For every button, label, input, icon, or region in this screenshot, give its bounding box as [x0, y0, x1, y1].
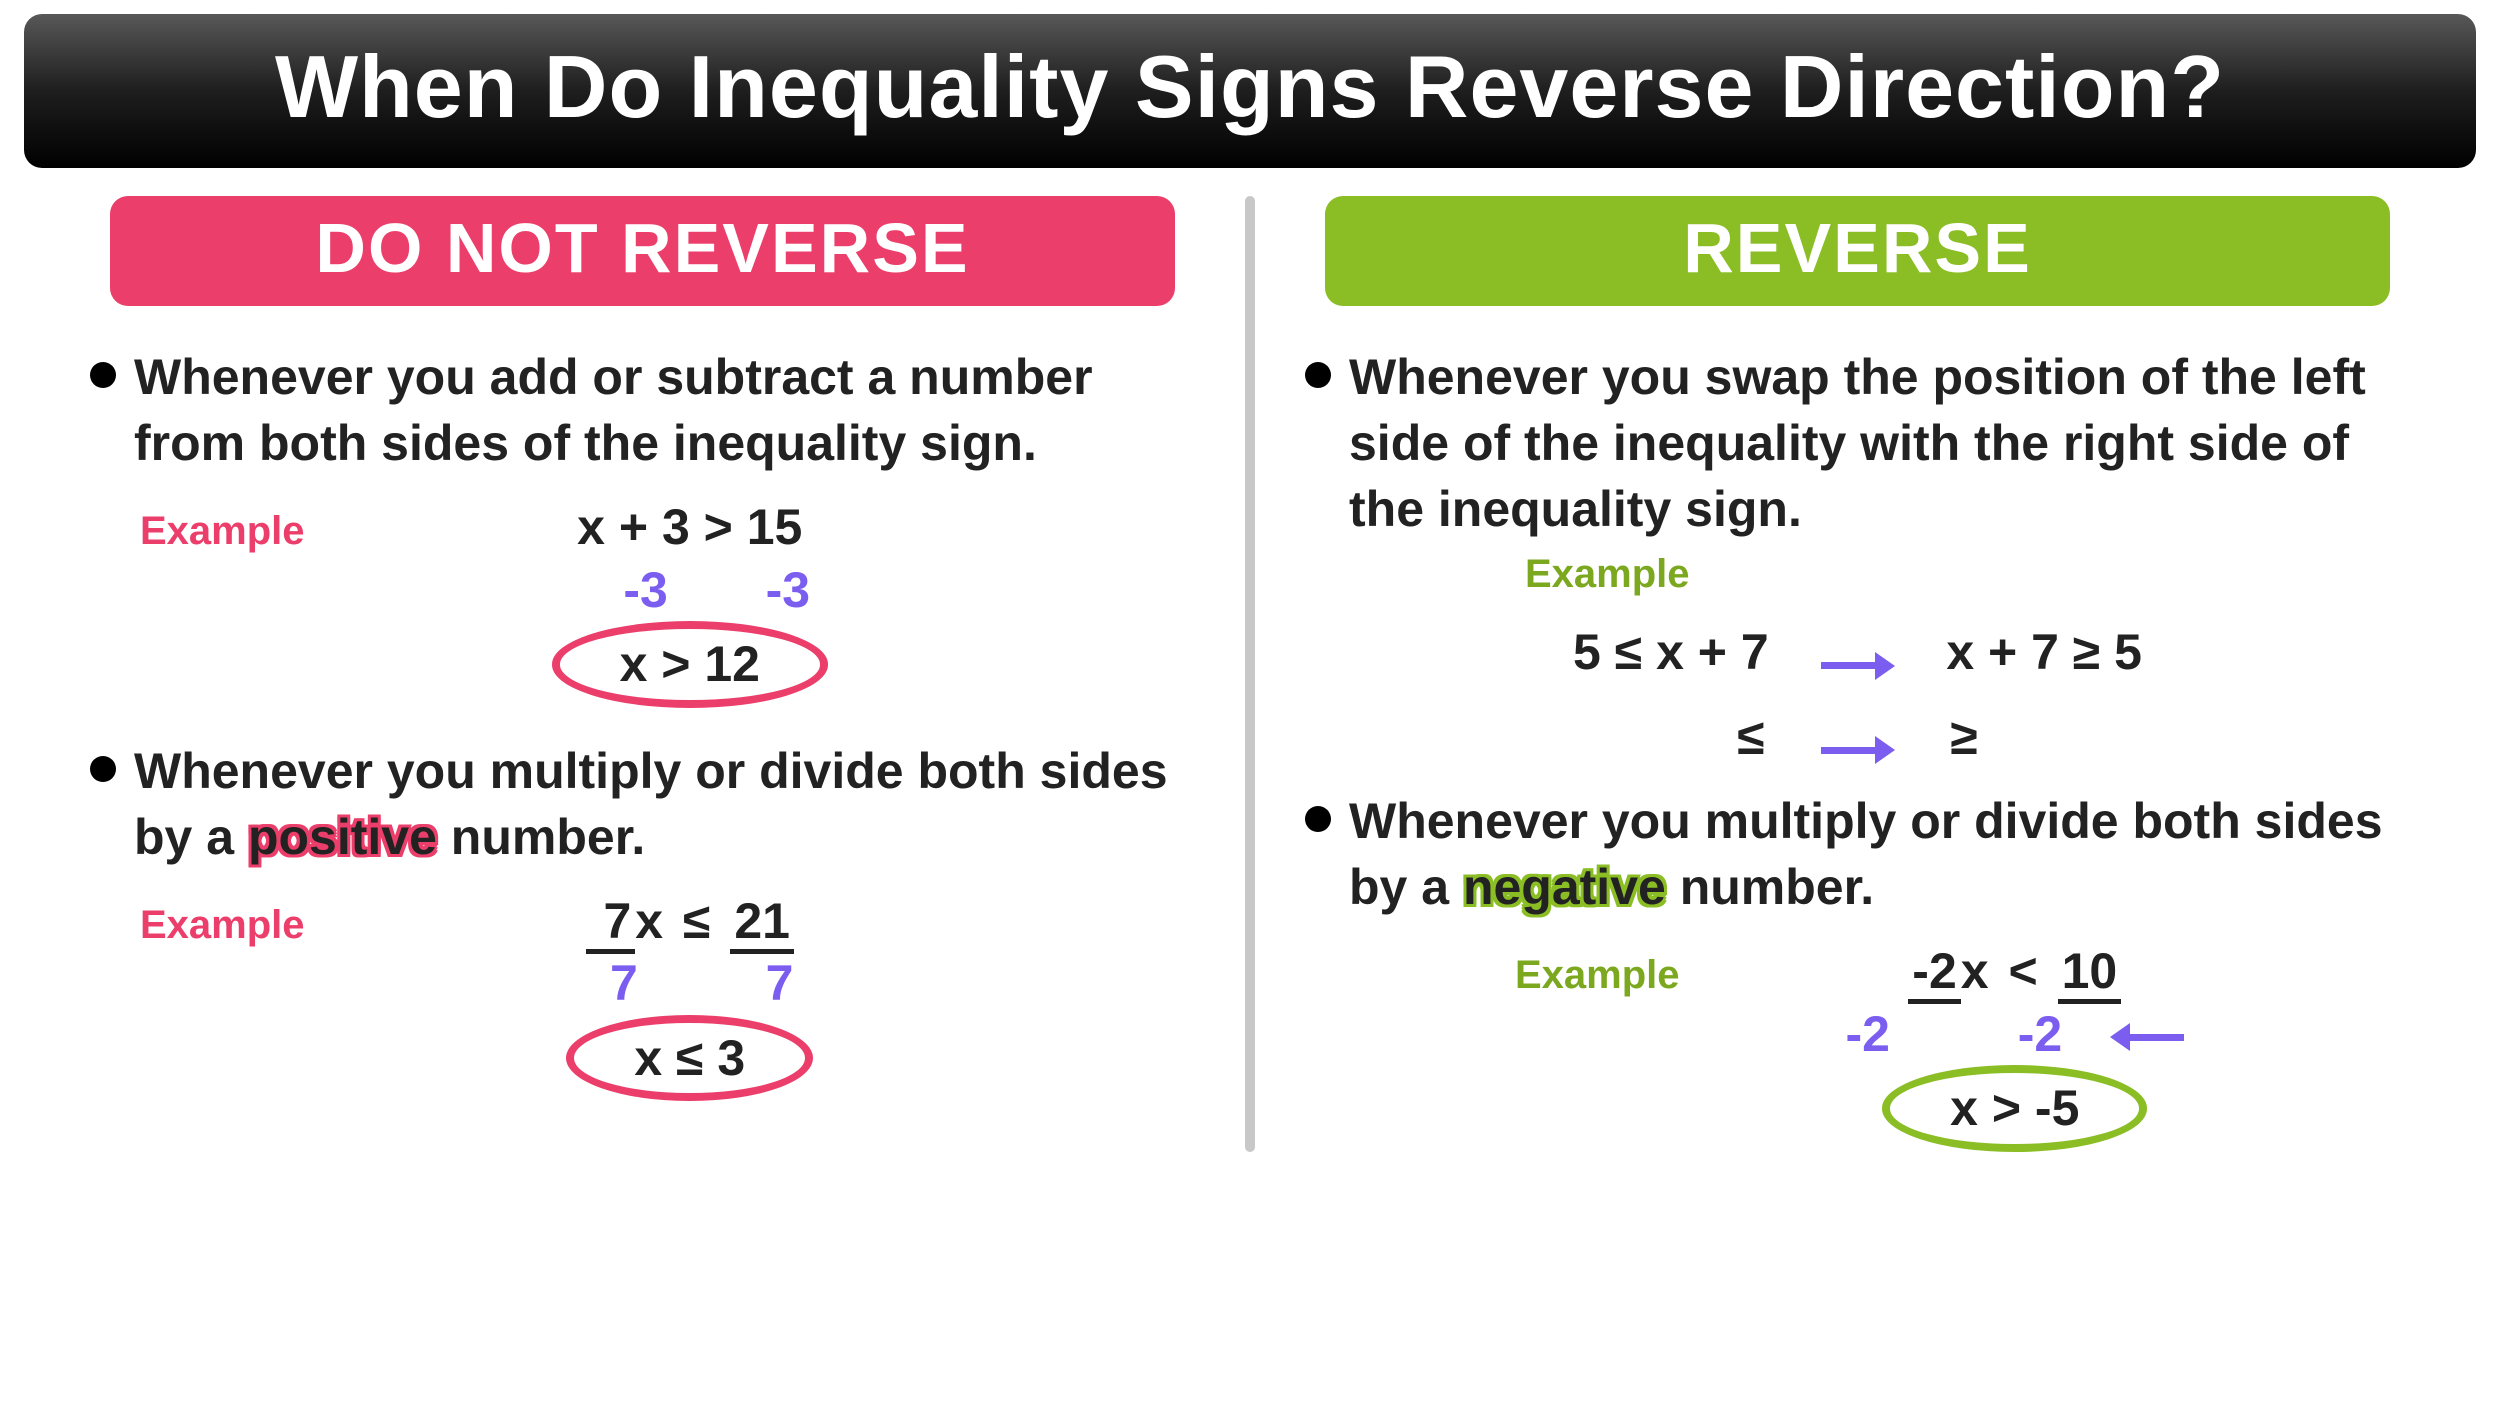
right-bullet-2: Whenever you multiply or divide both sid… [1305, 788, 2410, 920]
highlight-word: negative [1463, 859, 1666, 915]
eq-fraction-row: 7x ≤ 21 [305, 890, 1075, 953]
step-a: -3 [623, 562, 667, 618]
bullet-icon [1305, 362, 1331, 388]
eq-right: x + 7 ≥ 5 [1946, 624, 2142, 680]
eq-denom-row: 7 7 [305, 952, 1075, 1015]
frac-b: 21 [730, 893, 794, 954]
column-divider [1245, 196, 1255, 1152]
eq-result: x > -5 [1950, 1080, 2079, 1136]
do-not-reverse-pill: DO NOT REVERSE [110, 196, 1175, 306]
frac-a: 7 [586, 893, 636, 954]
swap-row: 5 ≤ x + 7 x + 7 ≥ 5 [1305, 621, 2410, 684]
right-column: REVERSE Whenever you swap the position o… [1265, 196, 2450, 1152]
den-b: -2 [2018, 1006, 2062, 1062]
circle-highlight: x ≤ 3 [566, 1015, 813, 1102]
eq-denom-row: -2 -2 [1680, 1003, 2350, 1066]
frac-a: -2 [1908, 943, 1960, 1004]
content-columns: DO NOT REVERSE Whenever you add or subtr… [0, 196, 2500, 1152]
left-bullet-1: Whenever you add or subtract a number fr… [90, 344, 1195, 476]
txt: number. [437, 809, 645, 865]
eq-result: x ≤ 3 [634, 1030, 745, 1086]
bullet-icon [90, 756, 116, 782]
txt: x [1961, 943, 1989, 999]
reverse-pill: REVERSE [1325, 196, 2390, 306]
highlight-word: positive [248, 809, 437, 865]
bullet-text: Whenever you swap the position of the le… [1349, 344, 2410, 542]
sign-to: ≥ [1950, 709, 1977, 765]
bullet-text: Whenever you multiply or divide both sid… [1349, 788, 2410, 920]
right-bullet-1: Whenever you swap the position of the le… [1305, 344, 2410, 542]
den-b: 7 [766, 955, 794, 1011]
bullet-text: Whenever you add or subtract a number fr… [134, 344, 1195, 476]
eq-fraction-row: -2x < 10 [1680, 940, 2350, 1003]
frac-b: 10 [2058, 943, 2122, 1004]
eq-step: -3 -3 [305, 559, 1075, 622]
eq-result: x > 12 [620, 636, 760, 692]
eq-result-wrap: x ≤ 3 [305, 1015, 1075, 1102]
bullet-text: Whenever you multiply or divide both sid… [134, 738, 1195, 870]
left-bullet-2: Whenever you multiply or divide both sid… [90, 738, 1195, 870]
bullet-icon [90, 362, 116, 388]
txt: x [635, 893, 663, 949]
example-label: Example [1515, 953, 1680, 998]
step-b: -3 [766, 562, 810, 618]
sign-from: ≤ [1737, 709, 1764, 765]
eq-result-wrap: x > 12 [305, 621, 1075, 708]
example-label: Example [1525, 552, 1690, 597]
sign-swap-row: ≤ ≥ [1305, 706, 2410, 769]
sign: < [2008, 943, 2037, 999]
den-a: 7 [610, 955, 638, 1011]
left-column: DO NOT REVERSE Whenever you add or subtr… [50, 196, 1235, 1152]
example-label: Example [140, 903, 305, 948]
bullet-icon [1305, 806, 1331, 832]
arrow-left-icon [2110, 1023, 2184, 1051]
arrow-right-icon [1821, 736, 1895, 764]
circle-highlight: x > -5 [1882, 1065, 2147, 1152]
circle-highlight: x > 12 [552, 621, 828, 708]
example-label: Example [140, 509, 305, 554]
page-title: When Do Inequality Signs Reverse Directi… [24, 14, 2476, 168]
den-a: -2 [1845, 1006, 1889, 1062]
txt: number. [1666, 859, 1874, 915]
sign: ≤ [683, 893, 710, 949]
eq-result-wrap: x > -5 [1680, 1065, 2350, 1152]
eq-left: 5 ≤ x + 7 [1573, 624, 1769, 680]
arrow-right-icon [1821, 652, 1895, 680]
eq-line: x + 3 > 15 [305, 496, 1075, 559]
